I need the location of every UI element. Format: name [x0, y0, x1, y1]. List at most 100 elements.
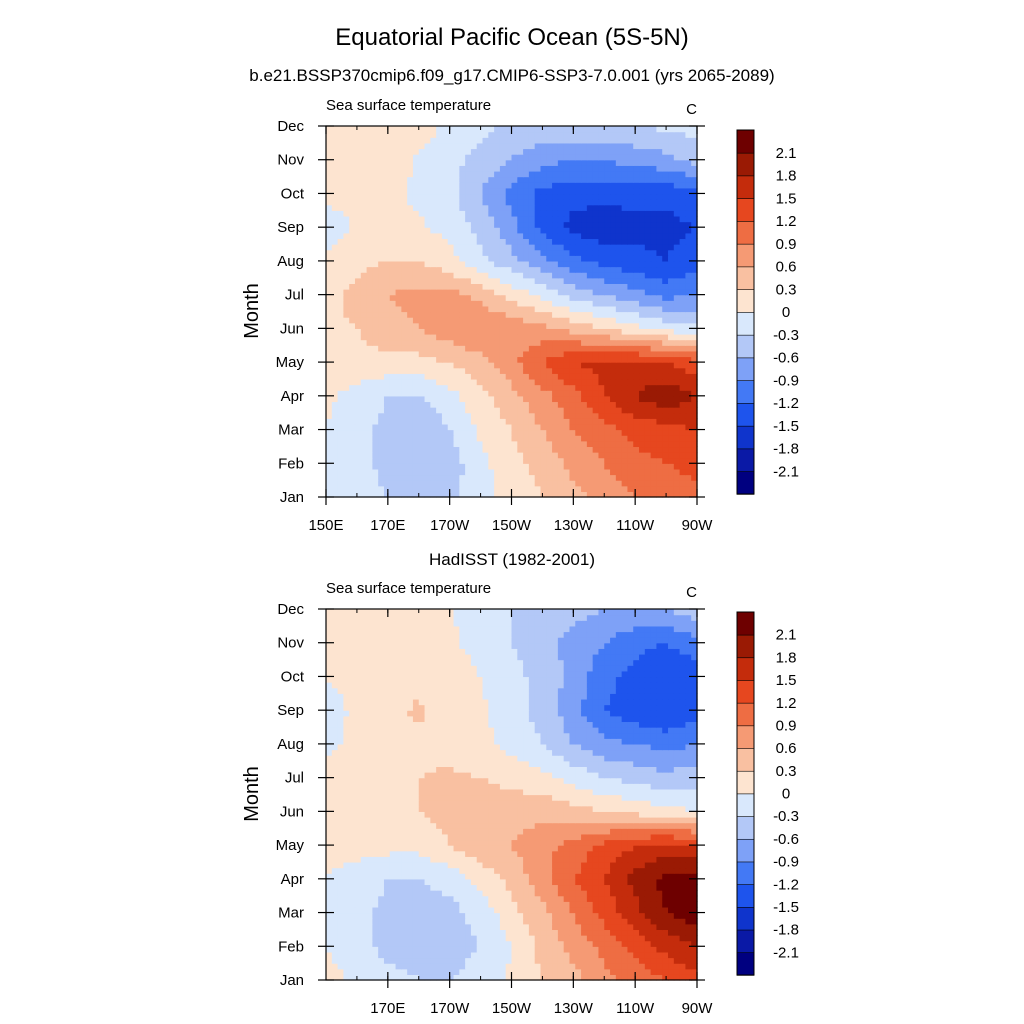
sst-cell	[505, 210, 513, 217]
sst-cell	[354, 221, 362, 228]
sst-cell	[575, 165, 582, 172]
sst-cell	[528, 435, 536, 442]
sst-cell	[366, 249, 373, 256]
sst-cell	[517, 485, 524, 492]
sst-cell	[598, 255, 605, 262]
sst-cell	[499, 491, 507, 498]
sst-cell	[349, 300, 356, 307]
sst-cell	[523, 401, 530, 408]
sst-cell	[372, 148, 379, 155]
sst-cell	[685, 480, 692, 487]
sst-cell	[476, 968, 484, 975]
sst-cell	[523, 272, 530, 279]
sst-cell	[639, 423, 646, 431]
sst-cell	[349, 131, 356, 138]
sst-cell	[505, 170, 513, 178]
sst-cell	[557, 968, 565, 975]
sst-cell	[534, 968, 542, 975]
sst-cell	[662, 946, 669, 953]
sst-cell	[470, 126, 478, 133]
sst-cell	[557, 232, 565, 240]
sst-cell	[389, 362, 397, 369]
sst-cell	[517, 974, 524, 981]
sst-cell	[470, 204, 478, 211]
sst-cell	[389, 300, 397, 307]
sst-cell	[378, 440, 385, 448]
sst-cell	[366, 468, 373, 476]
sst-cell	[337, 940, 344, 947]
sst-cell	[685, 311, 692, 318]
sst-cell	[592, 367, 600, 374]
sst-cell	[569, 322, 576, 329]
sst-cell	[534, 463, 542, 470]
sst-cell	[673, 210, 681, 217]
sst-cell	[447, 289, 455, 296]
sst-cell	[575, 935, 582, 942]
sst-cell	[407, 294, 414, 301]
sst-cell	[349, 193, 356, 200]
sst-cell	[436, 418, 443, 425]
sst-cell	[627, 232, 634, 240]
sst-cell	[441, 401, 449, 408]
sst-cell	[598, 378, 605, 386]
sst-cell	[476, 485, 484, 492]
sst-cell	[389, 452, 397, 459]
sst-cell	[430, 480, 437, 487]
sst-cell	[412, 283, 420, 290]
sst-cell	[511, 418, 518, 425]
sst-cell	[407, 244, 414, 251]
sst-cell	[407, 362, 414, 369]
sst-cell	[528, 350, 536, 358]
sst-cell	[378, 468, 385, 476]
sst-cell	[482, 457, 489, 464]
sst-cell	[534, 935, 542, 942]
sst-cell	[586, 238, 594, 245]
sst-cell	[633, 137, 640, 144]
sst-cell	[378, 170, 385, 178]
sst-cell	[465, 176, 472, 183]
sst-cell	[349, 204, 356, 211]
sst-cell	[482, 480, 489, 487]
sst-cell	[349, 283, 356, 290]
sst-cell	[540, 390, 547, 397]
sst-cell	[499, 485, 507, 492]
sst-cell	[407, 485, 414, 492]
sst-cell	[459, 300, 466, 307]
sst-cell	[575, 199, 582, 206]
sst-cell	[563, 951, 571, 959]
sst-cell	[662, 277, 669, 284]
sst-cell	[349, 412, 356, 419]
sst-cell	[499, 165, 507, 172]
sst-cell	[650, 238, 658, 245]
sst-cell	[691, 244, 698, 251]
sst-cell	[639, 435, 646, 442]
sst-cell	[528, 300, 536, 307]
sst-cell	[523, 412, 530, 419]
sst-cell	[343, 940, 350, 947]
sst-cell	[430, 345, 437, 352]
sst-cell	[412, 249, 420, 256]
sst-cell	[546, 446, 553, 453]
sst-cell	[673, 401, 681, 408]
sst-cell	[604, 170, 611, 178]
sst-cell	[354, 126, 362, 133]
sst-cell	[546, 126, 553, 133]
sst-cell	[465, 401, 472, 408]
sst-cell	[627, 170, 634, 178]
sst-cell	[488, 929, 495, 936]
sst-cell	[331, 951, 339, 959]
sst-cell	[621, 131, 629, 138]
sst-cell	[465, 333, 472, 341]
sst-cell	[395, 946, 402, 953]
sst-cell	[633, 957, 640, 964]
sst-cell	[465, 362, 472, 369]
sst-cell	[650, 283, 658, 290]
sst-cell	[627, 255, 634, 262]
sst-cell	[668, 446, 675, 453]
sst-cell	[511, 266, 518, 273]
sst-cell	[673, 468, 681, 476]
sst-cell	[615, 429, 623, 436]
sst-cell	[459, 333, 466, 341]
sst-cell	[360, 260, 368, 268]
sst-cell	[569, 429, 576, 436]
